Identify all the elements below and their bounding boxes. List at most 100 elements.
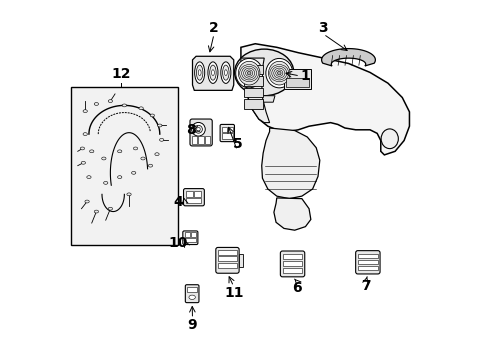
Bar	[184, 232, 189, 237]
Bar	[218, 256, 236, 261]
Ellipse shape	[194, 62, 204, 84]
Bar	[185, 191, 192, 197]
Polygon shape	[241, 44, 408, 155]
Ellipse shape	[83, 133, 87, 135]
Ellipse shape	[247, 71, 250, 75]
Ellipse shape	[150, 114, 154, 117]
Text: 9: 9	[187, 318, 197, 332]
Text: 8: 8	[185, 123, 195, 137]
Ellipse shape	[380, 129, 398, 149]
Ellipse shape	[148, 164, 152, 167]
Ellipse shape	[157, 124, 162, 127]
Ellipse shape	[159, 138, 163, 141]
Ellipse shape	[207, 62, 218, 84]
Bar	[218, 250, 236, 255]
Ellipse shape	[196, 65, 203, 80]
Bar	[184, 238, 196, 242]
Ellipse shape	[196, 127, 200, 131]
Ellipse shape	[103, 181, 108, 184]
Ellipse shape	[89, 150, 94, 153]
Ellipse shape	[139, 107, 143, 110]
Ellipse shape	[131, 171, 136, 174]
Bar	[222, 133, 232, 139]
Ellipse shape	[222, 65, 228, 80]
Bar	[194, 191, 201, 197]
Bar	[244, 65, 263, 74]
Ellipse shape	[126, 193, 131, 196]
Bar	[187, 287, 197, 292]
Ellipse shape	[234, 49, 293, 96]
Ellipse shape	[94, 103, 99, 105]
Bar	[357, 254, 377, 258]
FancyBboxPatch shape	[220, 125, 234, 141]
Ellipse shape	[194, 125, 202, 133]
Polygon shape	[261, 128, 319, 199]
Ellipse shape	[268, 61, 289, 85]
FancyBboxPatch shape	[215, 247, 239, 273]
Ellipse shape	[81, 161, 85, 164]
Ellipse shape	[155, 153, 159, 156]
Bar	[282, 254, 302, 259]
FancyBboxPatch shape	[185, 285, 199, 303]
Ellipse shape	[108, 100, 112, 103]
Ellipse shape	[224, 70, 227, 76]
Bar	[239, 254, 242, 267]
Text: 12: 12	[111, 67, 130, 81]
Ellipse shape	[94, 210, 99, 213]
Ellipse shape	[235, 58, 262, 88]
Bar	[357, 266, 377, 270]
Bar	[185, 198, 201, 203]
FancyBboxPatch shape	[280, 251, 304, 277]
Bar	[191, 136, 197, 144]
Ellipse shape	[117, 150, 122, 153]
Ellipse shape	[80, 147, 84, 150]
Bar	[244, 76, 263, 86]
Text: 6: 6	[291, 280, 301, 294]
Polygon shape	[321, 49, 375, 66]
Ellipse shape	[277, 71, 281, 75]
Ellipse shape	[265, 58, 292, 88]
Ellipse shape	[188, 295, 195, 300]
Polygon shape	[192, 56, 233, 90]
Bar	[70, 87, 178, 244]
Ellipse shape	[191, 122, 205, 136]
Text: 7: 7	[361, 279, 370, 293]
Bar	[244, 99, 263, 109]
Ellipse shape	[108, 207, 112, 210]
Text: 4: 4	[173, 194, 183, 208]
Bar	[222, 127, 226, 132]
Ellipse shape	[133, 147, 138, 150]
Bar	[227, 127, 233, 132]
Ellipse shape	[117, 176, 122, 179]
Text: 10: 10	[168, 236, 187, 250]
FancyBboxPatch shape	[183, 189, 204, 206]
Ellipse shape	[122, 104, 126, 107]
Bar	[284, 69, 310, 89]
Text: 1: 1	[300, 69, 310, 83]
Polygon shape	[273, 198, 310, 230]
Ellipse shape	[85, 200, 89, 203]
Text: 5: 5	[232, 137, 242, 151]
Bar	[282, 261, 302, 266]
Polygon shape	[241, 58, 269, 123]
Polygon shape	[253, 96, 274, 102]
Bar	[282, 267, 302, 273]
Ellipse shape	[198, 70, 201, 76]
Bar	[204, 136, 210, 144]
Ellipse shape	[221, 62, 230, 84]
Text: 2: 2	[209, 21, 219, 35]
Bar	[357, 260, 377, 264]
FancyBboxPatch shape	[183, 231, 198, 244]
Ellipse shape	[209, 65, 216, 80]
Bar	[218, 263, 236, 268]
Ellipse shape	[102, 157, 106, 160]
Bar	[244, 88, 263, 97]
Bar	[285, 78, 308, 87]
Ellipse shape	[86, 176, 91, 179]
FancyBboxPatch shape	[355, 251, 379, 274]
Ellipse shape	[83, 110, 87, 113]
Text: 3: 3	[318, 21, 327, 35]
Bar	[198, 136, 203, 144]
Bar	[191, 232, 196, 237]
Ellipse shape	[211, 70, 214, 76]
